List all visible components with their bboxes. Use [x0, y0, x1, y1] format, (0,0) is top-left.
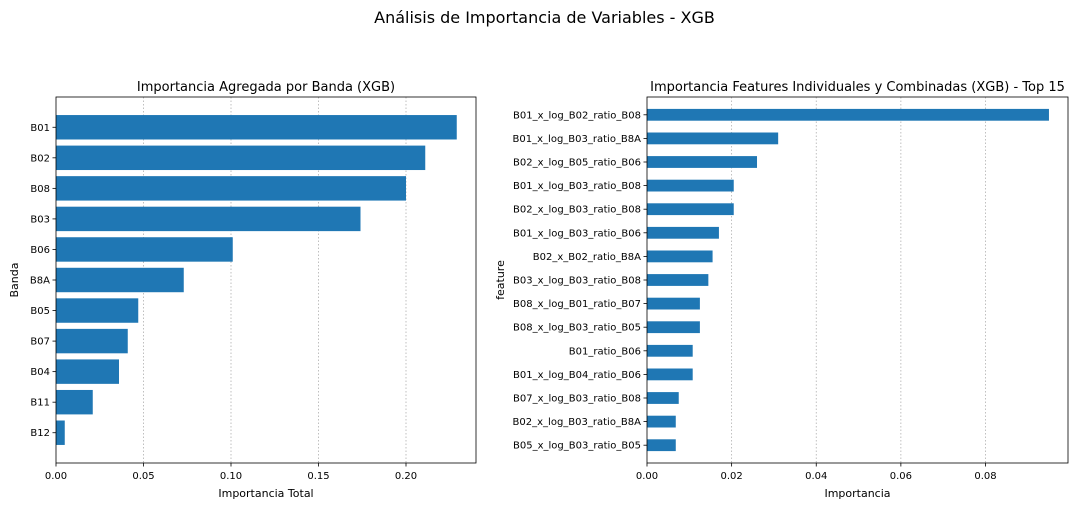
band-label: B03: [30, 214, 50, 225]
feature-bar: [647, 108, 1049, 121]
band-bar: [56, 176, 406, 201]
feature-bar: [647, 392, 679, 404]
band-xtick-label: 0.20: [395, 471, 417, 482]
feature-xtick-label: 0.00: [636, 471, 658, 482]
band-label: B07: [30, 337, 50, 348]
band-xtick-label: 0.05: [132, 471, 154, 482]
band-bar: [56, 389, 93, 415]
feature-bar: [647, 321, 700, 334]
feature-xtick-label: 0.04: [805, 471, 827, 482]
band-label: B08: [30, 184, 50, 195]
feature-label: B02_x_log_B03_ratio_B8A: [513, 417, 642, 428]
band-label: B06: [30, 245, 50, 256]
band-bar: [56, 267, 184, 293]
feature-label: B01_x_log_B03_ratio_B08: [513, 181, 641, 192]
band-axes-frame: [55, 96, 477, 464]
feature-label: B01_x_log_B03_ratio_B06: [513, 228, 641, 239]
band-chart-title: Importancia Agregada por Banda (XGB): [137, 80, 395, 95]
band-bar: [56, 420, 65, 445]
feature-label: B05_x_log_B03_ratio_B05: [513, 441, 641, 452]
band-label: B01: [30, 123, 50, 134]
feature-bar: [647, 250, 713, 263]
band-label: B12: [30, 428, 50, 439]
feature-chart-title: Importancia Features Individuales y Comb…: [650, 80, 1065, 95]
feature-bar: [647, 179, 734, 192]
feature-label: B02_x_log_B05_ratio_B06: [513, 158, 641, 169]
feature-bar: [647, 132, 779, 145]
feature-axes-frame: [646, 96, 1069, 464]
feature-bar: [647, 274, 709, 286]
band-bar: [56, 206, 361, 232]
band-label: B04: [30, 367, 50, 378]
band-label: B05: [30, 306, 50, 317]
feature-label: B08_x_log_B01_ratio_B07: [513, 299, 641, 310]
band-xtick-label: 0.15: [307, 471, 329, 482]
band-bar: [56, 328, 128, 354]
feature-label: B01_ratio_B06: [569, 346, 641, 357]
band-bar: [56, 298, 139, 323]
band-label: B8A: [30, 276, 50, 287]
feature-label: B07_x_log_B03_ratio_B08: [513, 394, 641, 405]
band-y-axis-label: Banda: [8, 263, 21, 298]
feature-bar: [647, 203, 734, 216]
band-bar: [56, 145, 426, 171]
feature-bar: [647, 226, 719, 239]
feature-bar: [647, 415, 676, 428]
feature-bar: [647, 156, 758, 168]
figure-title: Análisis de Importancia de Variables - X…: [374, 8, 715, 27]
band-xtick-label: 0.00: [45, 471, 67, 482]
band-bar: [56, 115, 457, 140]
feature-x-axis-label: Importancia: [824, 487, 890, 500]
feature-label: B01_x_log_B02_ratio_B08: [513, 110, 641, 121]
band-bar: [56, 237, 233, 262]
feature-bar: [647, 297, 700, 310]
feature-bar: [647, 344, 693, 357]
feature-label: B01_x_log_B03_ratio_B8A: [513, 134, 642, 145]
feature-xtick-label: 0.02: [720, 471, 742, 482]
band-label: B11: [30, 398, 50, 409]
band-bar: [56, 359, 119, 384]
feature-y-axis-label: feature: [494, 260, 507, 300]
band-x-axis-label: Importancia Total: [218, 487, 313, 500]
feature-label: B02_x_log_B03_ratio_B08: [513, 205, 641, 216]
feature-bar: [647, 439, 676, 452]
feature-xtick-label: 0.08: [974, 471, 996, 482]
feature-xtick-label: 0.06: [890, 471, 912, 482]
feature-label: B03_x_log_B03_ratio_B08: [513, 276, 641, 287]
band-xtick-label: 0.10: [220, 471, 242, 482]
band-label: B02: [30, 153, 50, 164]
feature-bar: [647, 368, 693, 381]
feature-label: B01_x_log_B04_ratio_B06: [513, 370, 641, 381]
feature-label: B08_x_log_B03_ratio_B05: [513, 323, 641, 334]
feature-label: B02_x_B02_ratio_B8A: [533, 252, 641, 263]
